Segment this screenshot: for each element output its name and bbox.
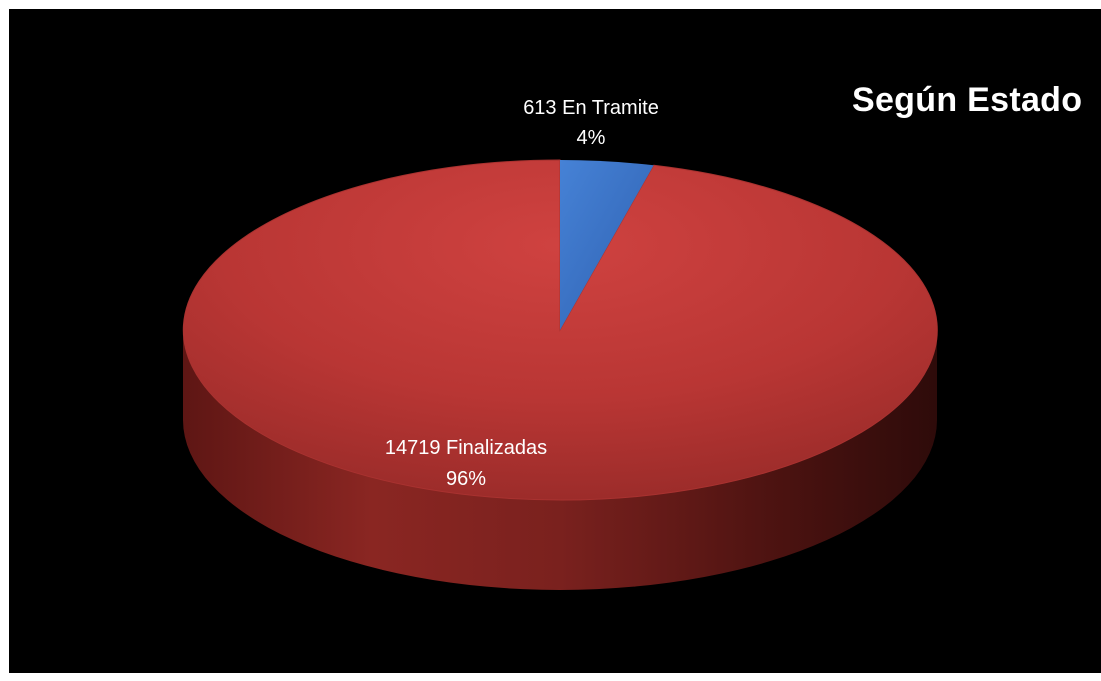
data-label-finalizadas-percent: 96% [446, 468, 486, 490]
chart-area: Según Estado 613 En Tramite 4 [9, 9, 1101, 673]
data-label-en-tramite-percent: 4% [577, 127, 606, 149]
pie-side-wall [183, 330, 937, 590]
data-label-en-tramite-count: 613 En Tramite [523, 97, 659, 119]
data-label-finalizadas-count: 14719 Finalizadas [385, 437, 547, 459]
chart-title: Según Estado [852, 81, 1083, 119]
pie-slice-en-tramite [560, 159, 654, 330]
pie-chart: 613 En Tramite 4% 14719 Finalizadas 96% [182, 97, 938, 590]
pie-slice-finalizadas [182, 159, 938, 501]
